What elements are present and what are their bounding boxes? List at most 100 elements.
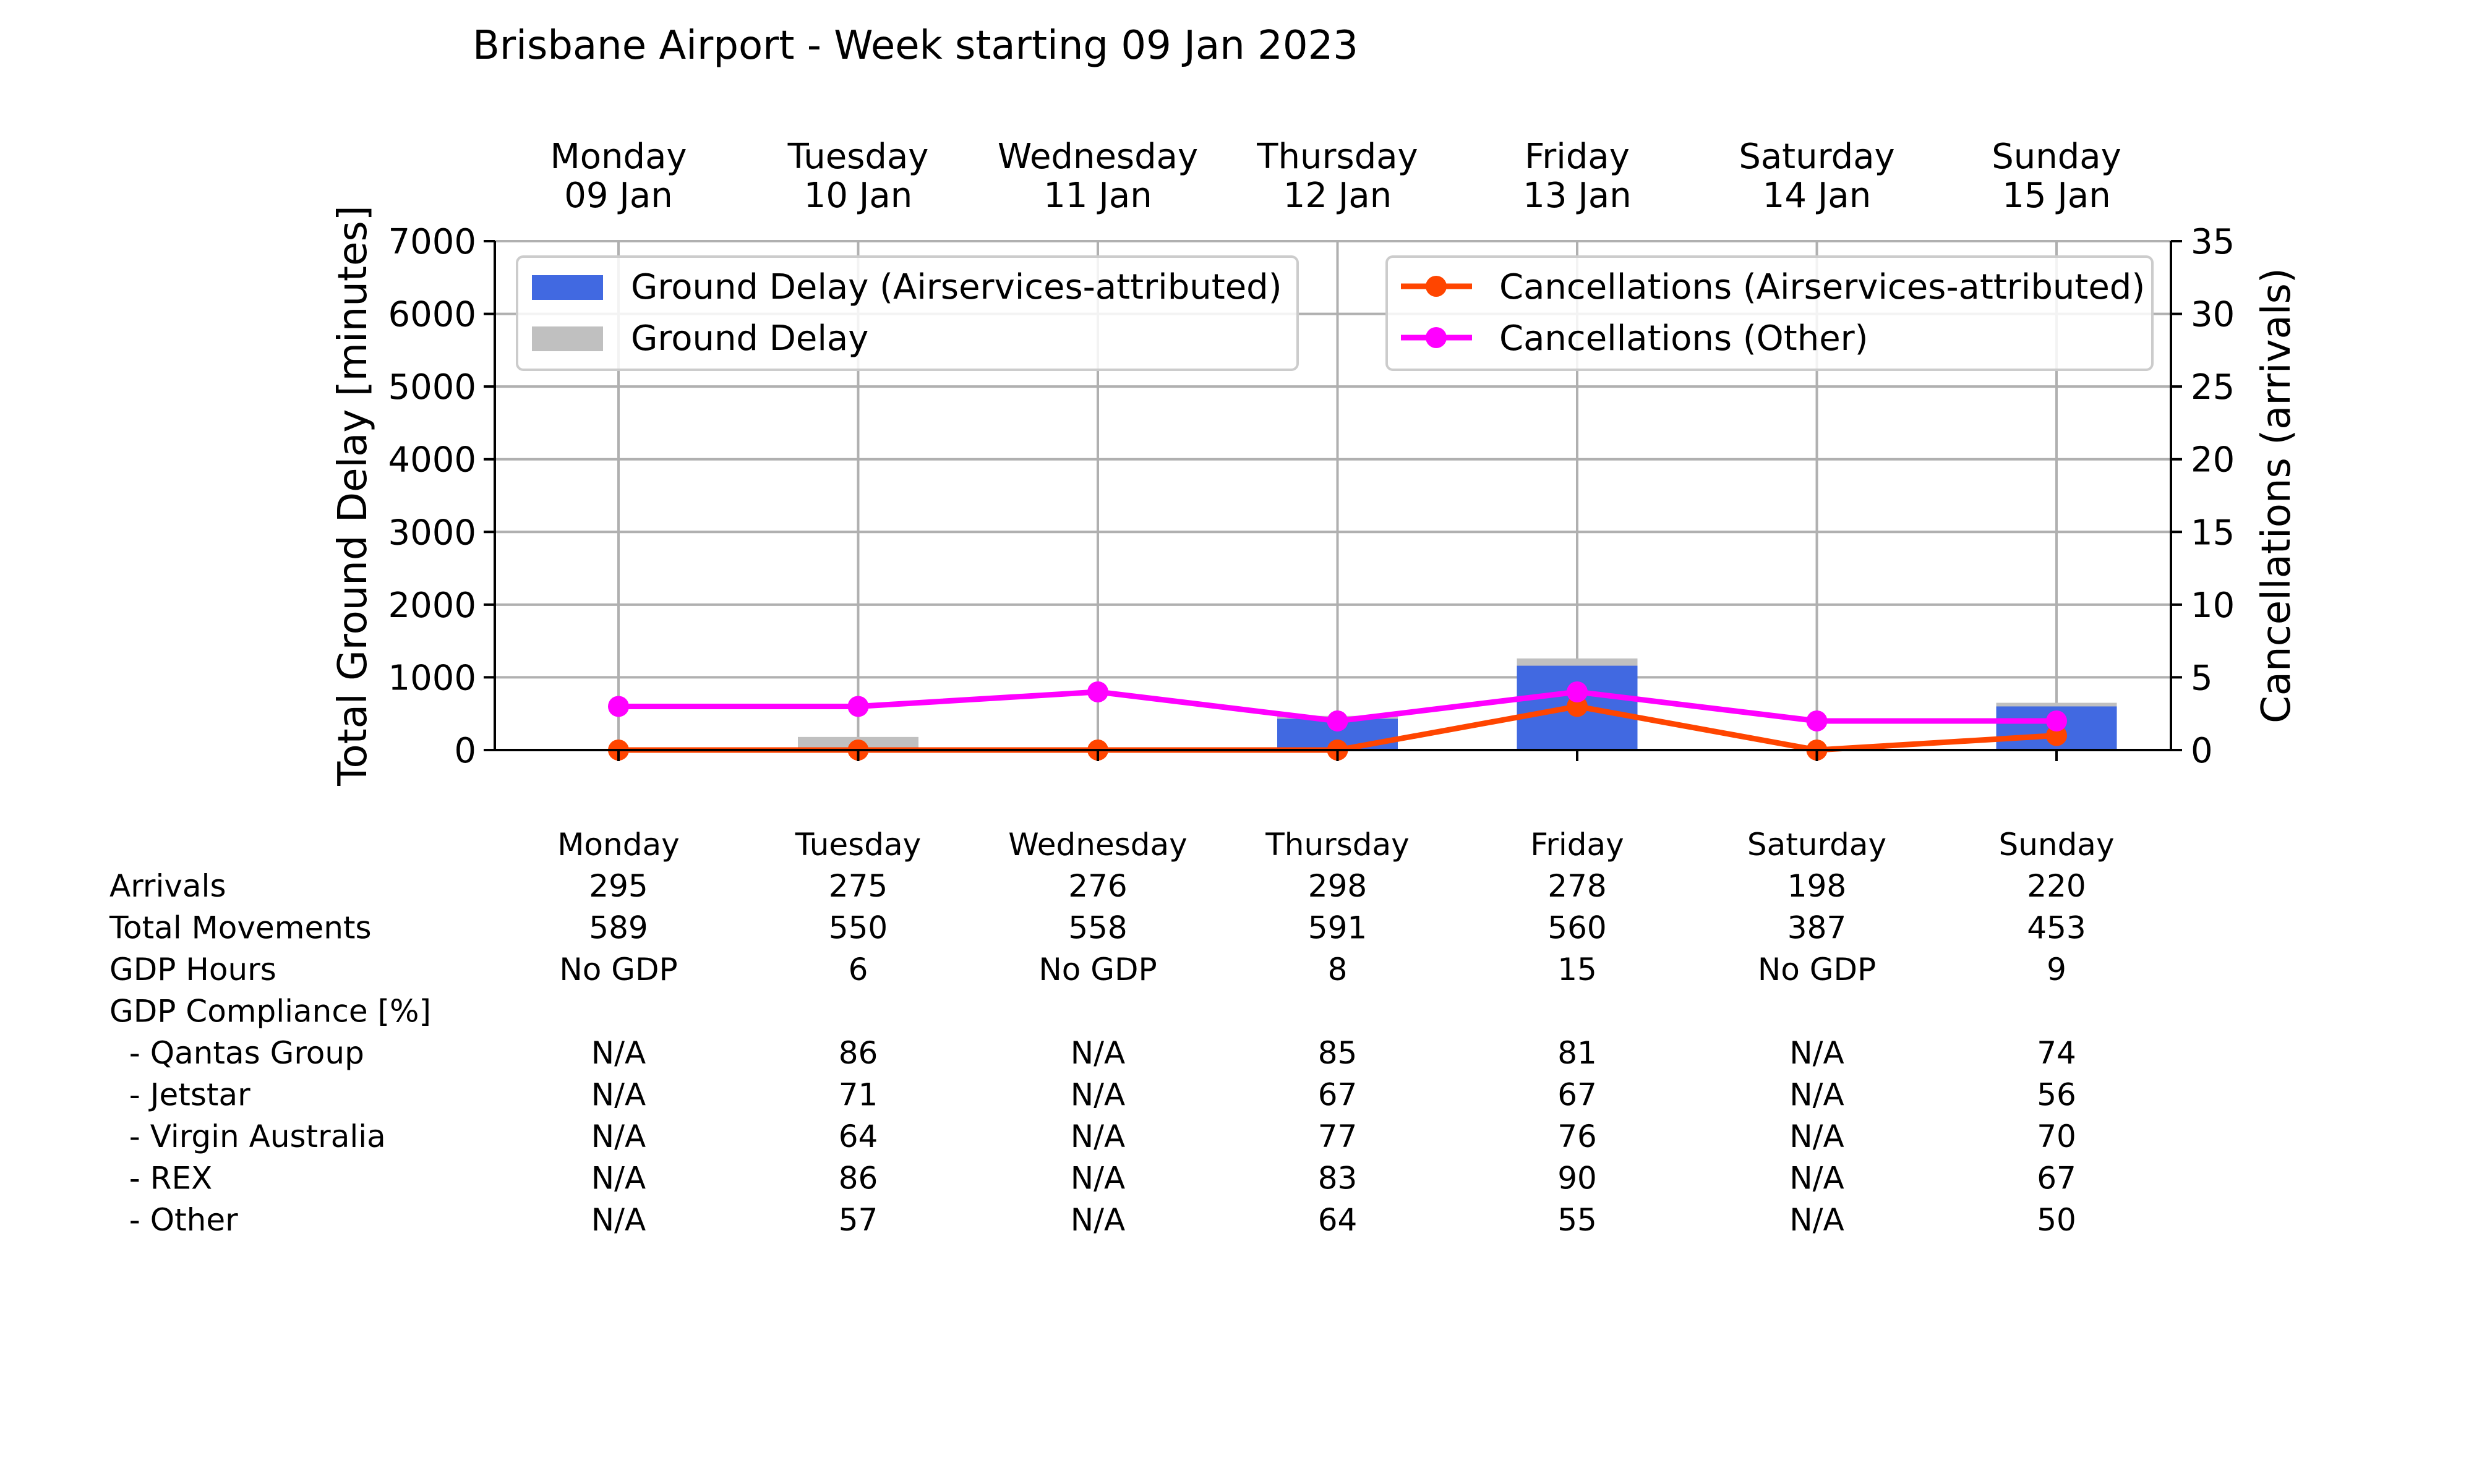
table-cell: 86 bbox=[839, 1161, 878, 1196]
table-cell: 67 bbox=[1318, 1077, 1358, 1113]
table-cell: No GDP bbox=[559, 952, 677, 987]
table-cell: 15 bbox=[1557, 952, 1597, 987]
table-header-cell: Thursday bbox=[1265, 827, 1410, 863]
table-cell: 560 bbox=[1547, 910, 1606, 946]
legend-layer: Ground Delay (Airservices-attributed) Gro… bbox=[516, 255, 2154, 371]
table-cell: N/A bbox=[591, 1202, 646, 1238]
table-cell: 276 bbox=[1068, 868, 1127, 904]
table-row-label: Arrivals bbox=[109, 868, 226, 904]
x-top-date-label: 11 Jan bbox=[1043, 176, 1152, 216]
table-cell: 86 bbox=[839, 1035, 878, 1071]
table-cell: N/A bbox=[1789, 1161, 1844, 1196]
point-cancellation bbox=[1327, 710, 1348, 731]
y2-tick-label: 10 bbox=[2191, 586, 2235, 626]
table-row-label: - Virgin Australia bbox=[109, 1119, 386, 1154]
table-cell: 55 bbox=[1557, 1202, 1597, 1238]
table-cell: 591 bbox=[1308, 910, 1367, 946]
table-cell: 67 bbox=[2037, 1161, 2076, 1196]
x-top-day-label: Wednesday bbox=[998, 137, 1198, 177]
table-header-cell: Wednesday bbox=[1008, 827, 1187, 863]
x-top-day-label: Thursday bbox=[1256, 137, 1418, 177]
table-cell: 90 bbox=[1557, 1161, 1597, 1196]
table-cell: N/A bbox=[1789, 1119, 1844, 1154]
table-cell: N/A bbox=[1071, 1202, 1125, 1238]
y-tick-label: 7000 bbox=[388, 222, 476, 262]
point-cancellation bbox=[1567, 696, 1588, 717]
table-cell: N/A bbox=[1071, 1035, 1125, 1071]
table-header-cell: Saturday bbox=[1747, 827, 1886, 863]
table-cell: 83 bbox=[1318, 1161, 1358, 1196]
table-cell: 81 bbox=[1557, 1035, 1597, 1071]
point-cancellation bbox=[1567, 681, 1588, 702]
table-cell: 8 bbox=[1328, 952, 1348, 987]
table-cell: 589 bbox=[589, 910, 648, 946]
table-cell: 550 bbox=[829, 910, 888, 946]
y-axis-label: Total Ground Delay [minutes] bbox=[330, 205, 376, 786]
table-cell: 85 bbox=[1318, 1035, 1358, 1071]
table-header-cell: Monday bbox=[557, 827, 679, 863]
table-cell: 64 bbox=[839, 1119, 878, 1154]
table-cell: 76 bbox=[1557, 1119, 1597, 1154]
legend-swatch-bar bbox=[532, 275, 603, 300]
table-cell: 56 bbox=[2037, 1077, 2076, 1113]
y2-tick-label: 15 bbox=[2191, 513, 2235, 553]
y-tick-label: 2000 bbox=[388, 586, 476, 626]
table-cell: 77 bbox=[1318, 1119, 1358, 1154]
table-header-cell: Friday bbox=[1530, 827, 1624, 863]
table-cell: 278 bbox=[1547, 868, 1606, 904]
x-top-day-label: Saturday bbox=[1739, 137, 1894, 177]
x-top-date-label: 15 Jan bbox=[2002, 176, 2110, 216]
table-cell: 64 bbox=[1318, 1202, 1358, 1238]
x-top-day-label: Sunday bbox=[1992, 137, 2121, 177]
table-cell: 295 bbox=[589, 868, 648, 904]
table-cell: 558 bbox=[1068, 910, 1127, 946]
table-cell: No GDP bbox=[1038, 952, 1157, 987]
legend-right-box bbox=[1385, 255, 2154, 371]
axes-layer: 0 1000 2000 3000 4000 5000 6000 7000 0 5 10 15 20 25 3… bbox=[330, 137, 2300, 787]
table-cell: N/A bbox=[1789, 1077, 1844, 1113]
y2-tick-label: 35 bbox=[2191, 222, 2235, 262]
table-cell: 453 bbox=[2027, 910, 2086, 946]
table-cell: N/A bbox=[1789, 1202, 1844, 1238]
table-header-cell: Sunday bbox=[1998, 827, 2114, 863]
point-cancellation bbox=[847, 696, 869, 717]
y2-tick-label: 30 bbox=[2191, 295, 2235, 335]
table-cell: N/A bbox=[591, 1119, 646, 1154]
y2-tick-label: 20 bbox=[2191, 440, 2235, 480]
y2-tick-label: 25 bbox=[2191, 367, 2235, 407]
y-tick-label: 1000 bbox=[388, 658, 476, 698]
legend-swatch-marker bbox=[1426, 276, 1447, 297]
table-cell: No GDP bbox=[1758, 952, 1876, 987]
legend-left-box bbox=[516, 255, 1299, 371]
y2-tick-label: 0 bbox=[2191, 731, 2213, 771]
legend-label: Cancellations (Other) bbox=[1499, 318, 1868, 359]
table-cell: N/A bbox=[591, 1077, 646, 1113]
y-tick-label: 4000 bbox=[388, 440, 476, 480]
x-top-date-label: 14 Jan bbox=[1763, 176, 1871, 216]
table-cell: N/A bbox=[1789, 1035, 1844, 1071]
x-top-day-label: Tuesday bbox=[787, 137, 929, 177]
table-row-label: Total Movements bbox=[109, 910, 372, 946]
x-top-date-label: 12 Jan bbox=[1283, 176, 1392, 216]
x-top-day-label: Monday bbox=[550, 137, 687, 177]
x-top-date-label: 09 Jan bbox=[564, 176, 672, 216]
table-cell: 71 bbox=[839, 1077, 878, 1113]
x-top-date-label: 13 Jan bbox=[1523, 176, 1631, 216]
y-tick-label: 3000 bbox=[388, 513, 476, 553]
data-table: Monday Tuesday Wednesday Thursday Friday Satu… bbox=[109, 827, 2115, 1238]
legend-swatch-bar bbox=[532, 326, 603, 351]
table-cell: N/A bbox=[1071, 1161, 1125, 1196]
x-top-day-label: Friday bbox=[1525, 137, 1630, 177]
legend-label: Ground Delay bbox=[631, 318, 868, 359]
point-cancellation bbox=[1087, 681, 1108, 702]
table-row-label: - Other bbox=[109, 1202, 238, 1238]
table-cell: 9 bbox=[2047, 952, 2066, 987]
point-cancellation bbox=[2046, 710, 2067, 731]
legend-label: Ground Delay (Airservices-attributed) bbox=[631, 267, 1282, 307]
table-cell: 67 bbox=[1557, 1077, 1597, 1113]
table-cell: 50 bbox=[2037, 1202, 2076, 1238]
table-cell: N/A bbox=[591, 1161, 646, 1196]
y-tick-label: 5000 bbox=[388, 367, 476, 407]
table-row-label: - REX bbox=[109, 1161, 212, 1196]
